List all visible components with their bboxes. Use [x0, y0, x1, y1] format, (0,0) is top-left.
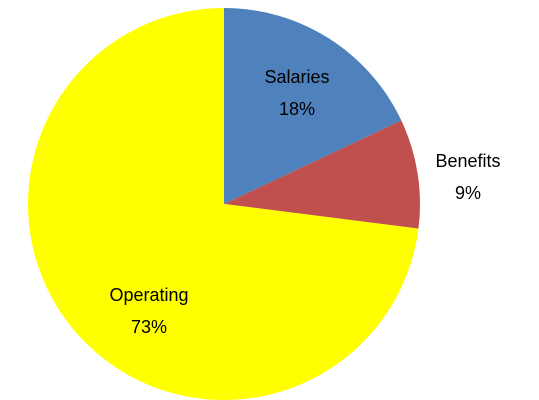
slice-value-label: 73% [131, 317, 167, 337]
pie-slice [224, 8, 402, 204]
slice-value-label: 18% [279, 99, 315, 119]
pie-slice [224, 120, 420, 229]
slice-label: Benefits [435, 151, 500, 171]
slice-label: Operating [109, 285, 188, 305]
slice-value-label: 9% [455, 183, 481, 203]
slice-label: Salaries [264, 67, 329, 87]
pie-slice [27, 8, 419, 400]
